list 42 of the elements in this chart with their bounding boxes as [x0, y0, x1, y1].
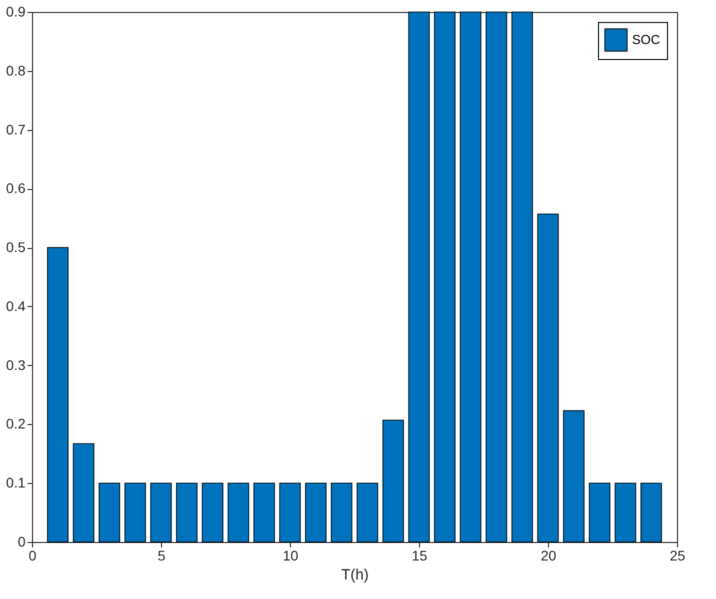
y-tick-label: 0.8	[6, 62, 26, 78]
bar	[279, 482, 301, 542]
bar	[202, 482, 224, 542]
bar	[408, 12, 430, 542]
x-tick-label: 5	[158, 548, 166, 564]
y-tick-label: 0	[18, 534, 26, 550]
bar	[356, 482, 378, 542]
bar	[537, 214, 559, 542]
y-tick-label: 0.5	[6, 239, 26, 256]
bar	[614, 482, 636, 542]
bar	[47, 247, 69, 542]
bar	[253, 482, 275, 542]
x-tick-label: 20	[540, 548, 556, 564]
bar	[460, 12, 482, 542]
y-tick-label: 0.1	[6, 474, 26, 491]
y-tick-label: 0.9	[6, 4, 26, 20]
legend-label: SOC	[632, 32, 660, 47]
x-tick-label: 10	[282, 548, 298, 564]
x-tick-label: 0	[28, 548, 37, 564]
bar	[305, 482, 327, 542]
y-tick-label: 0.3	[6, 356, 26, 373]
bar	[563, 410, 585, 542]
y-tick-label: 0.7	[6, 121, 26, 138]
bar	[330, 482, 352, 542]
bar	[124, 482, 146, 542]
bar	[486, 12, 508, 542]
bar	[434, 12, 456, 542]
bar	[511, 12, 533, 542]
bar	[176, 482, 198, 542]
x-tick-label: 15	[412, 548, 428, 564]
y-tick-label: 0.4	[6, 298, 26, 314]
bar	[640, 482, 662, 542]
y-tick-label: 0.2	[6, 416, 26, 432]
bar	[228, 482, 250, 542]
bar	[382, 420, 404, 542]
bar	[72, 443, 94, 542]
bar	[150, 482, 172, 542]
bar	[98, 482, 120, 542]
x-axis-title: T(h)	[341, 566, 369, 584]
y-tick-label: 0.6	[6, 180, 26, 196]
bar	[588, 482, 610, 542]
x-tick-label: 25	[670, 548, 686, 564]
